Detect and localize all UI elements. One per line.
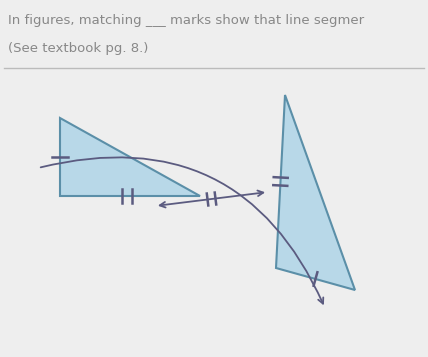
Text: In figures, matching ___ marks show that line segmer: In figures, matching ___ marks show that…: [8, 14, 364, 27]
Polygon shape: [60, 118, 200, 196]
Text: (See textbook pg. 8.): (See textbook pg. 8.): [8, 42, 149, 55]
Polygon shape: [276, 95, 355, 290]
FancyArrowPatch shape: [41, 157, 323, 303]
FancyArrowPatch shape: [160, 191, 263, 207]
